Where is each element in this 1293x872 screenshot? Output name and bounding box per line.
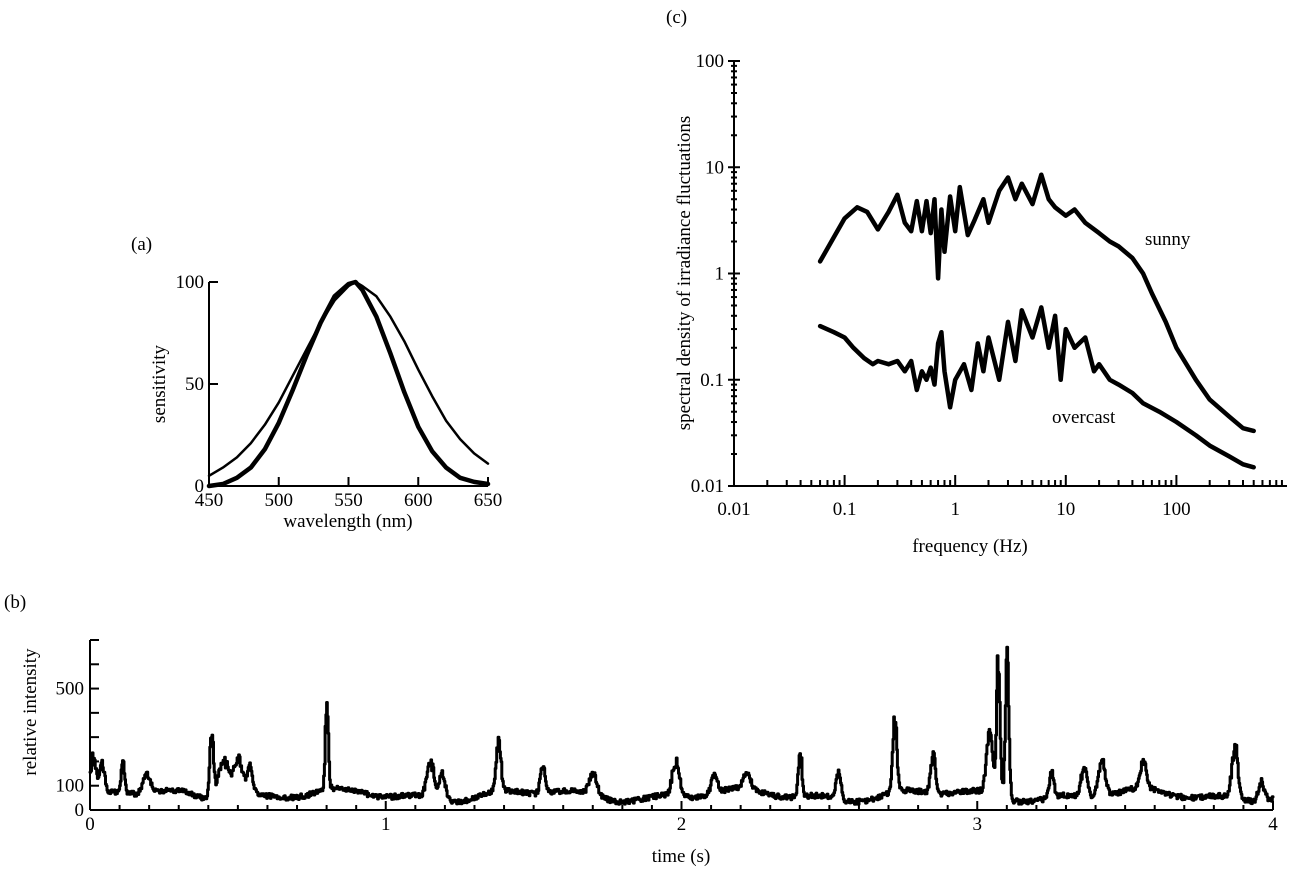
panel-a-sensitivity-curve-2 <box>206 279 491 489</box>
panel-b-x-tick-label: 4 <box>1268 814 1278 835</box>
panel-a-x-tick-label: 650 <box>474 490 503 511</box>
panel-b-y-tick-label: 100 <box>56 776 85 797</box>
panel-c-x-tick-label: 100 <box>1162 499 1191 520</box>
panel-a-y-tick-label: 100 <box>176 272 205 293</box>
panel-b-y-ticks: 0 100 500 <box>56 639 99 821</box>
panel-c-y-tick-label: 0.1 <box>700 370 724 391</box>
panel-b-y-axis-label: relative intensity <box>20 648 41 776</box>
panel-a-x-ticks: 450 500 550 600 650 <box>195 477 503 511</box>
series-label-overcast: overcast <box>1052 407 1116 428</box>
panel-c-y-tick-label: 100 <box>696 51 725 72</box>
panel-b-x-ticks: 0 1 2 3 4 <box>85 801 1278 835</box>
panel-b-x-axis-label: time (s) <box>652 846 711 867</box>
panel-a-y-axis-label: sensitivity <box>149 344 170 423</box>
panel-b-label: (b) <box>4 592 26 613</box>
series-label-sunny: sunny <box>1145 229 1191 250</box>
panel-a-sensitivity-curve-1 <box>207 280 490 478</box>
panel-a-y-tick-label: 50 <box>185 374 204 395</box>
panel-c-y-tick-label: 10 <box>705 157 724 178</box>
panel-a-x-tick-label: 600 <box>404 490 433 511</box>
panel-b-x-tick-label: 0 <box>85 814 95 835</box>
panel-a-x-axis-label: wavelength (nm) <box>283 511 412 532</box>
panel-c-y-axis-label: spectral density of irradiance fluctuati… <box>674 116 695 430</box>
panel-a-x-tick-label: 450 <box>195 490 224 511</box>
panel-a-label: (a) <box>131 234 152 255</box>
panel-b-x-tick-label: 2 <box>677 814 687 835</box>
panel-c-x-axis-label: frequency (Hz) <box>912 536 1028 557</box>
panel-a-x-tick-label: 500 <box>265 490 294 511</box>
panel-c-x-tick-label: 0.01 <box>717 499 750 520</box>
panel-c-label: (c) <box>666 7 687 28</box>
panel-c-curve-sunny <box>817 172 1256 434</box>
panel-a-y-ticks: 0 50 100 <box>176 272 218 497</box>
panel-c-x-tick-label: 10 <box>1056 499 1075 520</box>
panel-c-y-tick-label: 0.01 <box>691 476 724 497</box>
panel-c-series <box>817 172 1256 470</box>
panel-c-curve-overcast <box>817 305 1256 470</box>
panel-c-chart: (c) 0.01 0.1 1 10 100 0.01 0.1 1 10 100 sunny ov… <box>666 7 1287 557</box>
panel-c-x-tick-label: 0.1 <box>833 499 857 520</box>
panel-c-x-ticks: 0.01 0.1 1 10 100 <box>717 475 1283 520</box>
panel-b-intensity-trace <box>88 645 1275 806</box>
panel-b-x-tick-label: 3 <box>973 814 983 835</box>
panel-a-chart: (a) 450 500 550 600 650 0 50 100 wavelength (n… <box>131 234 502 532</box>
panel-a-x-tick-label: 550 <box>334 490 363 511</box>
panel-c-x-tick-label: 1 <box>950 499 960 520</box>
panel-b-y-tick-label: 0 <box>75 800 85 821</box>
panel-b-y-tick-label: 500 <box>56 679 85 700</box>
panel-c-y-ticks: 0.01 0.1 1 10 100 <box>691 51 740 497</box>
panel-a-y-tick-label: 0 <box>195 476 205 497</box>
panel-b-x-tick-label: 1 <box>381 814 391 835</box>
panel-a-series <box>206 279 491 489</box>
panel-c-y-tick-label: 1 <box>715 264 725 285</box>
